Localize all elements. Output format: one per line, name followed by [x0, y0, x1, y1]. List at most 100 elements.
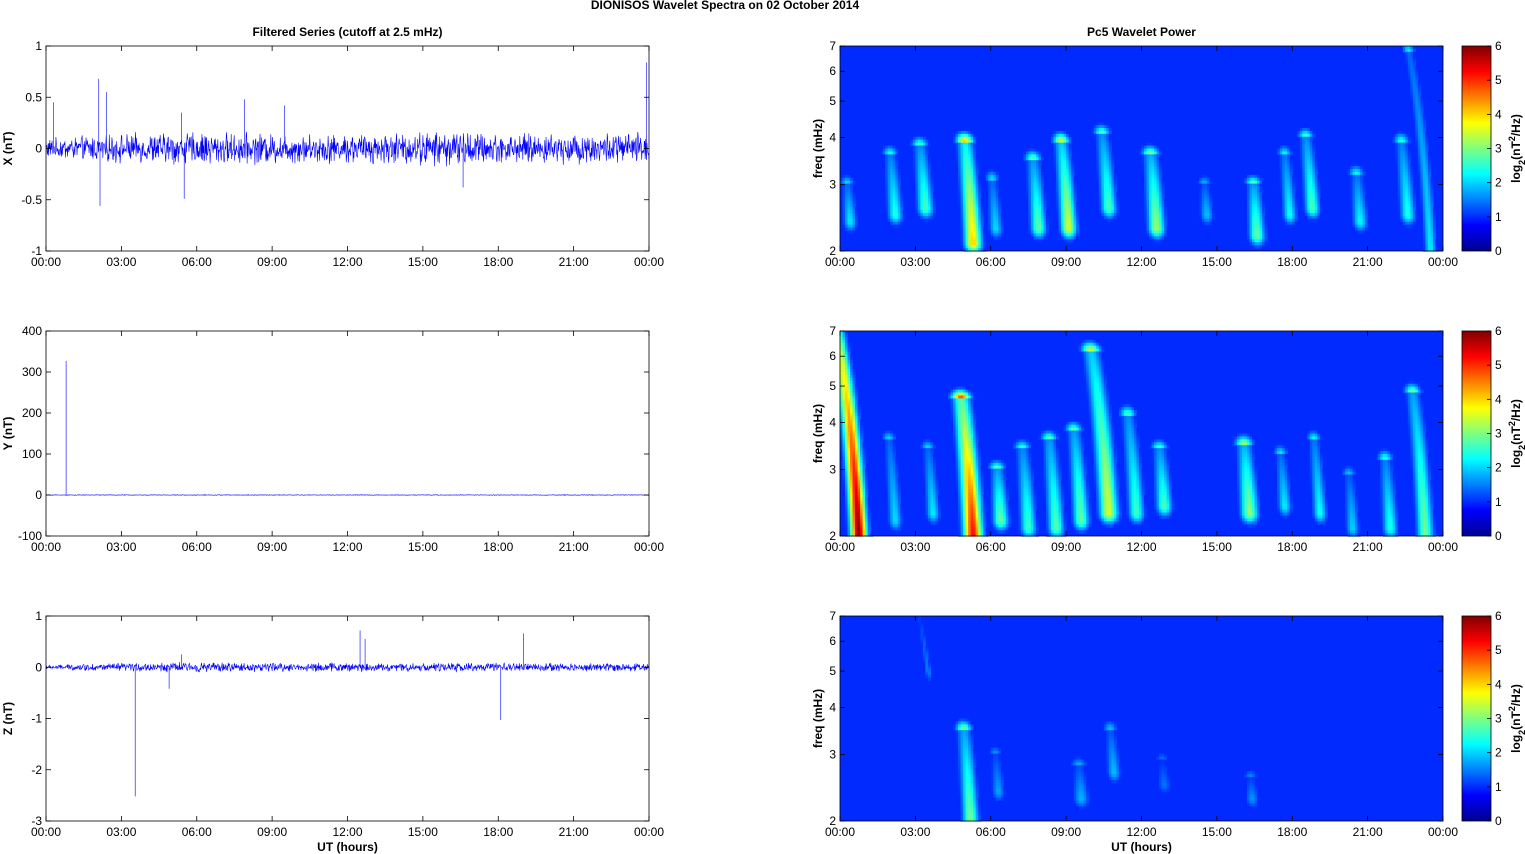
heatmap-cell — [892, 207, 896, 211]
heatmap-cell — [993, 201, 997, 205]
heatmap-cell — [965, 462, 969, 467]
heatmap-cell — [1425, 186, 1429, 191]
heatmap-cell — [1144, 186, 1148, 191]
heatmap-cell — [1073, 221, 1077, 226]
heatmap-cell — [970, 503, 974, 508]
heatmap-cell — [965, 459, 969, 464]
heatmap-cell — [1425, 218, 1429, 223]
heatmap-cell — [965, 207, 969, 211]
heatmap-cell — [960, 413, 964, 417]
heatmap-cell — [1209, 215, 1213, 220]
heatmap-cell — [1397, 207, 1401, 211]
heatmap-cell — [890, 151, 894, 155]
heatmap-cell — [1410, 51, 1414, 56]
heatmap-cell — [973, 518, 977, 522]
panel-wavelet-y: 0123456log2(nT2/Hz)00:0003:0006:0009:001… — [811, 324, 1525, 554]
heatmap-cell — [850, 404, 854, 408]
heatmap-cell — [1144, 183, 1148, 188]
heatmap-cell — [887, 439, 891, 443]
heatmap-cell — [1066, 157, 1070, 161]
heatmap-cell — [1262, 227, 1266, 232]
heatmap-cell — [968, 398, 972, 402]
heatmap-cell — [1435, 239, 1439, 243]
heatmap-cell — [1108, 163, 1112, 167]
heatmap-cell — [973, 445, 977, 449]
heatmap-cell — [892, 500, 896, 505]
heatmap-cell — [847, 442, 851, 446]
heatmap-cell — [890, 445, 894, 449]
heatmap-cell — [953, 139, 957, 144]
heatmap-cell — [1415, 89, 1419, 94]
heatmap-cell — [1420, 174, 1424, 179]
heatmap-cell — [950, 404, 954, 408]
heatmap-cell — [965, 418, 969, 423]
heatmap-cell — [1289, 171, 1293, 176]
heatmap-cell — [860, 474, 864, 479]
heatmap-cell — [860, 480, 864, 484]
heatmap-cell — [1156, 189, 1160, 194]
heatmap-cell — [980, 201, 984, 205]
heatmap-cell — [1259, 224, 1263, 229]
heatmap-cell — [1093, 139, 1097, 144]
heatmap-cell — [963, 424, 967, 429]
heatmap-cell — [1154, 180, 1158, 185]
heatmap-cell — [1367, 221, 1371, 226]
heatmap-cell — [1249, 212, 1253, 217]
heatmap-cell — [917, 142, 921, 147]
heatmap-cell — [1035, 236, 1040, 240]
heatmap-cell — [1257, 224, 1261, 229]
heatmap-cell — [975, 180, 979, 185]
heatmap-cell — [865, 527, 869, 531]
heatmap-cell — [1025, 204, 1030, 208]
heatmap-cell — [1025, 174, 1030, 179]
heatmap-cell — [860, 445, 864, 449]
heatmap-cell — [842, 201, 846, 205]
heatmap-cell — [852, 224, 856, 229]
heatmap-cell — [1151, 221, 1155, 226]
heatmap-cell — [1422, 174, 1427, 179]
heatmap-cell — [1098, 207, 1102, 211]
heatmap-cell — [867, 512, 871, 517]
heatmap-cell — [915, 198, 919, 202]
heatmap-cell — [927, 483, 932, 487]
heatmap-cell — [995, 195, 999, 199]
heatmap-cell — [1028, 198, 1032, 202]
heatmap-cell — [895, 512, 899, 517]
heatmap-cell — [862, 495, 866, 499]
heatmap-cell — [840, 456, 844, 461]
heatmap-cell — [960, 497, 964, 502]
heatmap-cell — [1156, 198, 1160, 202]
heatmap-cell — [1410, 95, 1414, 100]
heatmap-cell — [1314, 186, 1318, 191]
heatmap-cell — [1111, 174, 1115, 179]
heatmap-cell — [1030, 198, 1035, 202]
heatmap-cell — [842, 439, 846, 443]
heatmap-cell — [892, 477, 896, 481]
heatmap-cell — [1041, 224, 1045, 229]
heatmap-cell — [1108, 212, 1112, 217]
heatmap-cell — [970, 439, 974, 443]
heatmap-cell — [1405, 48, 1409, 53]
heatmap-cell — [968, 462, 972, 467]
heatmap-cell — [980, 218, 984, 223]
heatmap-cell — [1407, 160, 1411, 164]
heatmap-cell — [847, 512, 851, 517]
heatmap-cell — [840, 383, 844, 388]
heatmap-cell — [1252, 212, 1256, 217]
heatmap-cell — [855, 518, 859, 522]
heatmap-cell — [968, 245, 972, 249]
heatmap-cell — [1314, 166, 1318, 170]
heatmap-cell — [958, 389, 962, 394]
heatmap-cell — [1350, 212, 1354, 217]
heatmap-cell — [1106, 204, 1110, 208]
heatmap-cell — [917, 198, 921, 202]
y-tick-label: 7 — [829, 39, 836, 53]
heatmap-cell — [1410, 78, 1414, 82]
heatmap-cell — [1046, 210, 1050, 214]
heatmap-cell — [887, 166, 891, 170]
heatmap-cell — [850, 357, 854, 361]
heatmap-cell — [885, 145, 889, 150]
heatmap-cell — [860, 459, 864, 464]
heatmap-cell — [978, 201, 982, 205]
heatmap-cell — [847, 459, 851, 464]
